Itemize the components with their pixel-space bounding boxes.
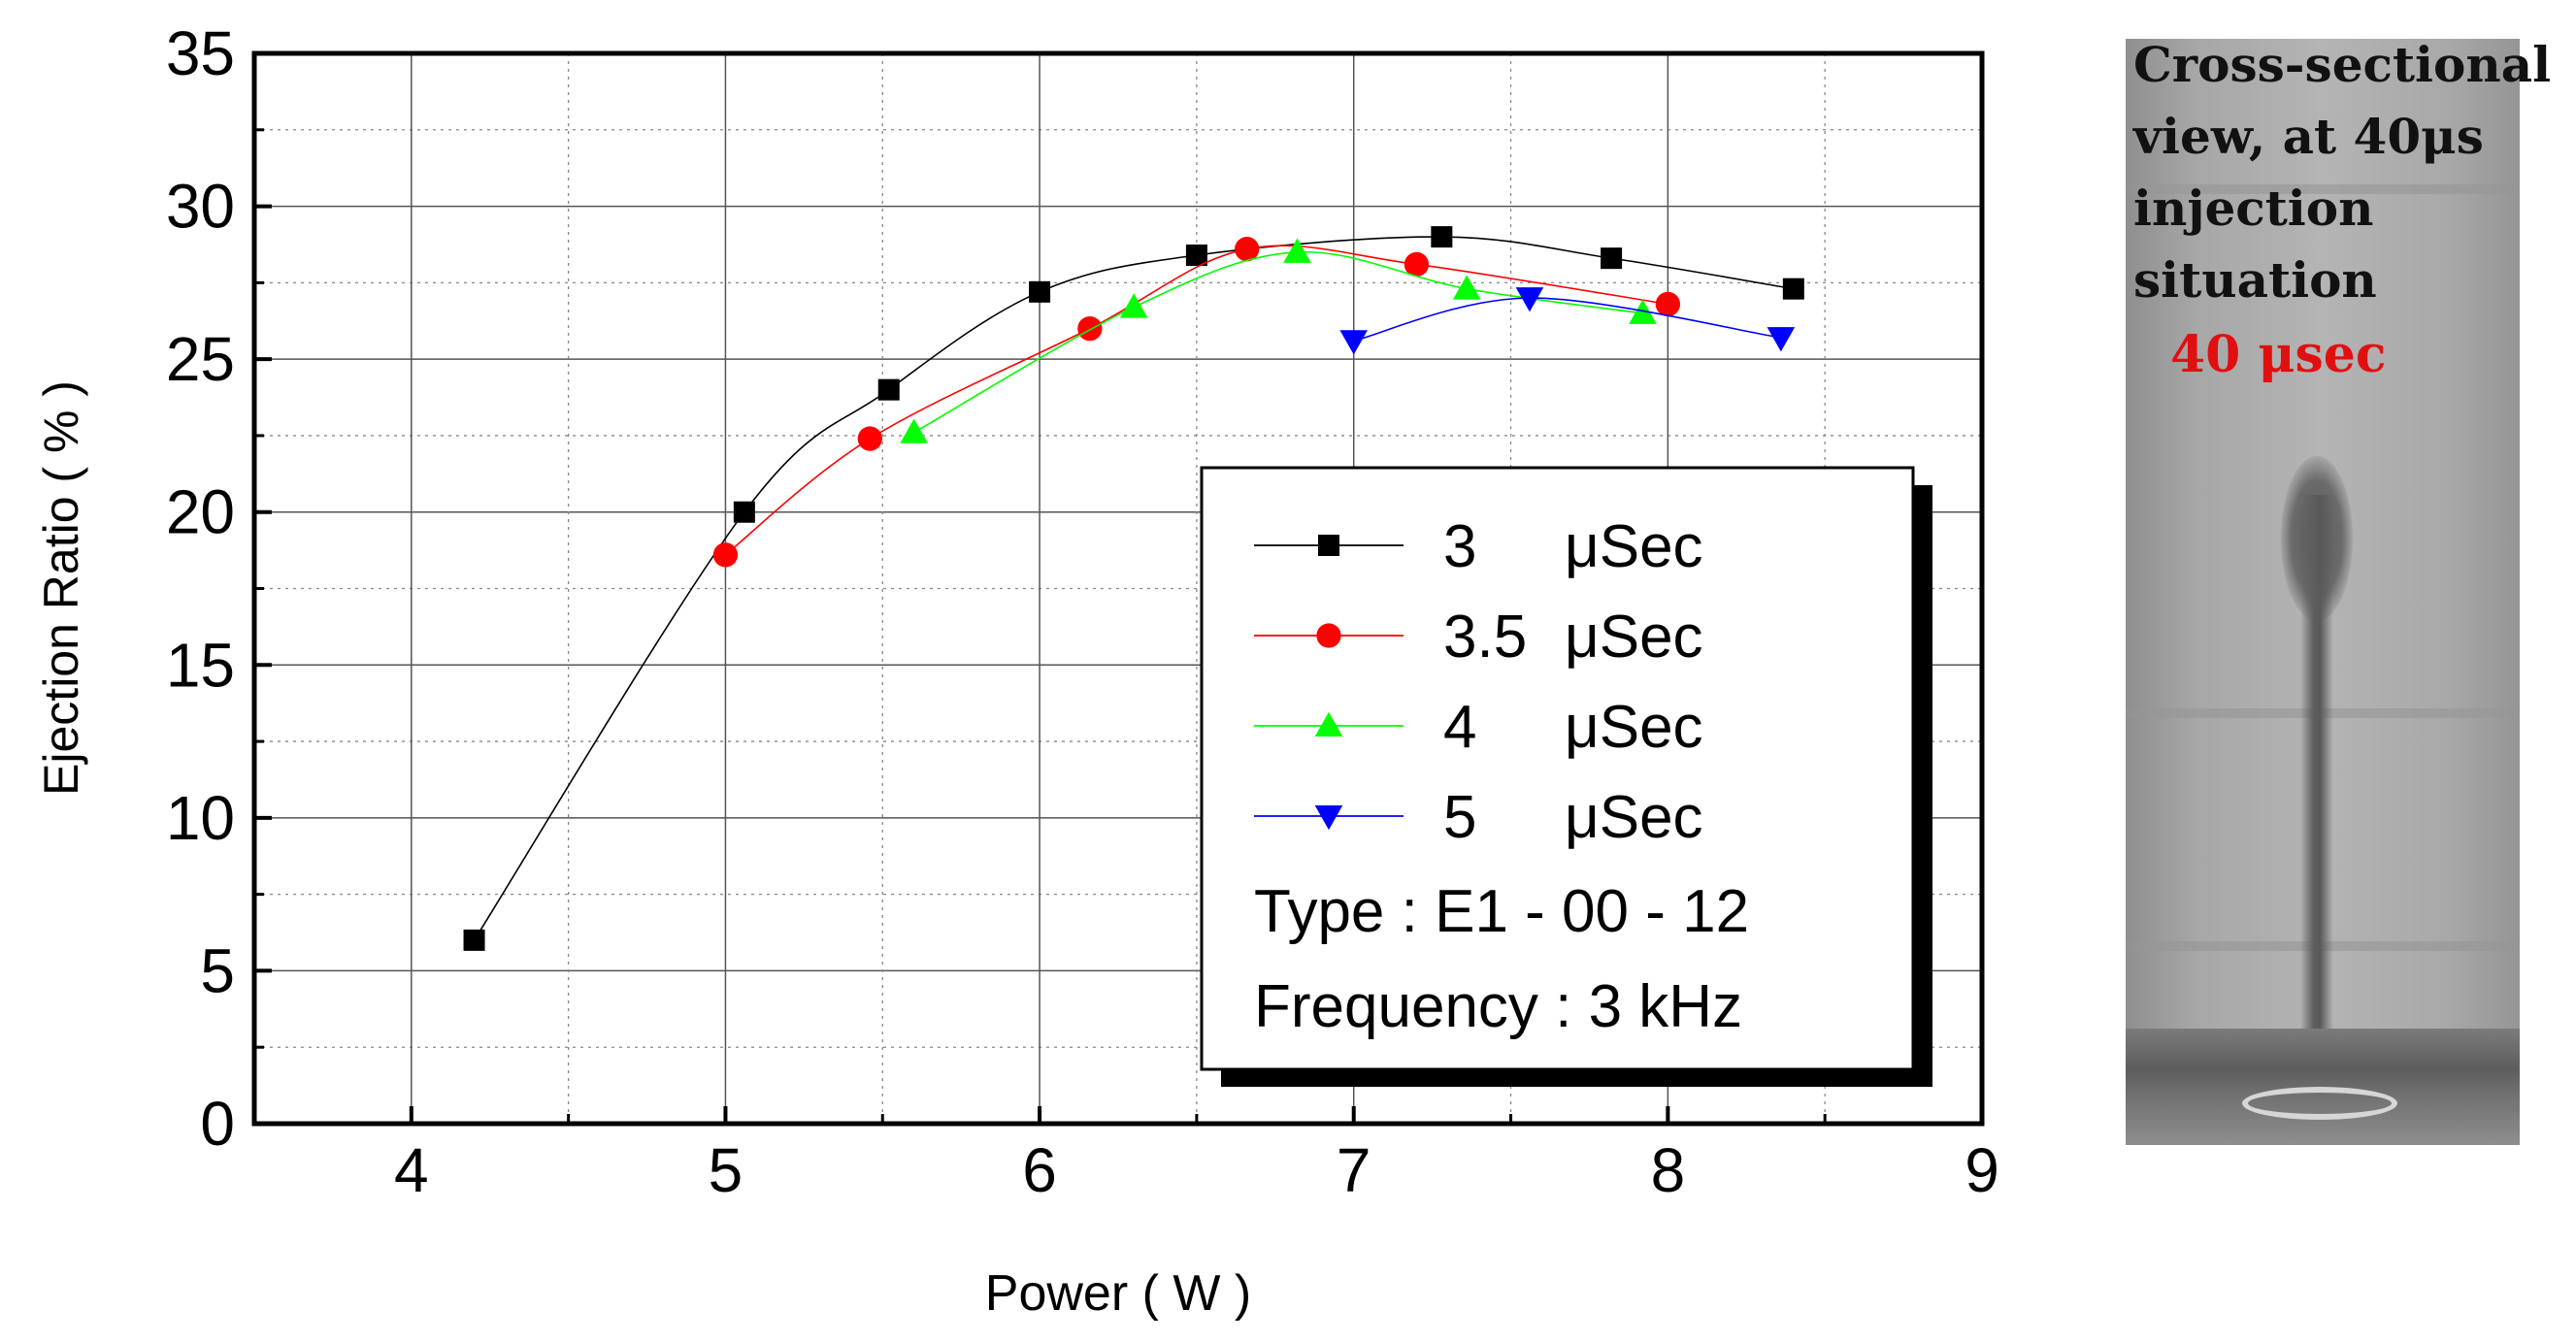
cross-section-photo: [2126, 39, 2520, 1145]
data-point: [1767, 327, 1796, 352]
series-line: [1353, 297, 1781, 343]
series-4-usec: [900, 238, 1657, 443]
data-point: [857, 426, 882, 451]
y-tick-labels: 0 5 10 15 20 25 30 35: [166, 18, 235, 1159]
legend: 3 μSec 3.5 μSec 4 μSec 5 μSec Type : E1 - 00 - …: [1200, 466, 1932, 1087]
legend-marker: [1316, 623, 1341, 648]
data-point: [1404, 251, 1430, 278]
data-point: [1452, 275, 1481, 300]
data-point: [1655, 291, 1681, 317]
legend-series-unit: μSec: [1565, 604, 1703, 671]
x-tick-label: 5: [709, 1135, 743, 1205]
legend-entry: 3.5 μSec: [1254, 604, 1703, 671]
data-point: [1185, 244, 1207, 266]
y-tick-label: 35: [166, 18, 235, 88]
data-point: [463, 929, 485, 951]
y-tick-label: 25: [166, 324, 235, 394]
legend-entries: 3 μSec 3.5 μSec 4 μSec 5 μSec: [1254, 513, 1703, 851]
data-point: [1601, 247, 1623, 270]
legend-series-name: 3: [1443, 513, 1476, 580]
legend-series-name: 5: [1443, 784, 1476, 851]
ejection-stream: [2300, 495, 2333, 1067]
legend-entry: 4 μSec: [1254, 694, 1703, 761]
legend-series-unit: μSec: [1565, 694, 1703, 761]
photo-time-label: 40 μsec: [2170, 325, 2387, 384]
data-point: [712, 542, 739, 568]
legend-marker: [1318, 535, 1339, 556]
series-line: [473, 236, 1794, 941]
data-point: [733, 501, 755, 523]
x-tick-label: 7: [1337, 1135, 1371, 1205]
data-point: [1431, 226, 1453, 248]
series-line: [724, 245, 1668, 556]
x-tick-label: 8: [1651, 1135, 1686, 1205]
photo-caption: Cross-sectional view, at 40μs injection …: [2133, 36, 2552, 309]
data-point: [1782, 278, 1804, 300]
legend-series-unit: μSec: [1565, 513, 1703, 580]
x-tick-label: 6: [1022, 1135, 1057, 1205]
data-point: [1515, 287, 1544, 312]
legend-series-unit: μSec: [1565, 784, 1703, 851]
nozzle-rim: [2242, 1087, 2397, 1120]
y-tick-label: 5: [200, 935, 235, 1005]
x-tick-labels: 4 5 6 7 8 9: [394, 1135, 1999, 1205]
data-point: [1235, 237, 1260, 262]
data-point: [1283, 238, 1311, 263]
y-tick-label: 0: [200, 1089, 235, 1159]
x-tick-label: 4: [394, 1135, 429, 1205]
x-axis-label: Power ( W ): [985, 1265, 1251, 1322]
data-point: [1119, 293, 1148, 318]
data-point: [1029, 280, 1051, 303]
series-5-usec: [1339, 287, 1796, 355]
x-tick-label: 9: [1965, 1135, 1999, 1205]
y-tick-label: 15: [166, 630, 235, 700]
y-tick-label: 10: [166, 783, 235, 853]
y-axis-label: Ejection Ratio ( % ): [34, 380, 88, 796]
legend-entry: 3 μSec: [1254, 513, 1703, 580]
data-point: [900, 418, 928, 443]
legend-frequency-annotation: Frequency : 3 kHz: [1254, 973, 1742, 1040]
series-layer: [463, 226, 1804, 951]
legend-box: [1200, 466, 1915, 1071]
y-tick-label: 30: [166, 172, 235, 242]
data-point: [1339, 330, 1369, 355]
legend-type-annotation: Type : E1 - 00 - 12: [1254, 878, 1749, 945]
legend-series-name: 4: [1443, 694, 1476, 761]
series-3-usec: [463, 226, 1804, 951]
legend-entry: 5 μSec: [1254, 784, 1703, 851]
y-tick-label: 20: [166, 477, 235, 547]
legend-marker: [1314, 805, 1343, 831]
series-3-5-usec: [712, 237, 1681, 568]
data-point: [877, 378, 900, 401]
data-point: [1077, 315, 1103, 342]
grid-lines: [254, 53, 1982, 1124]
legend-marker: [1314, 711, 1343, 736]
photo-band: [2126, 184, 2520, 194]
legend-series-name: 3.5: [1443, 604, 1527, 671]
series-line: [913, 250, 1643, 434]
axis-ticks: [254, 51, 1984, 1126]
